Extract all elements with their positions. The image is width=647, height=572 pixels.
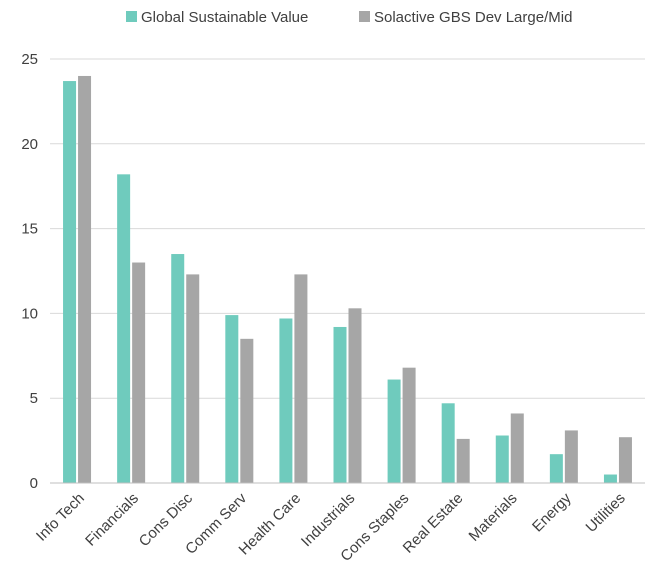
bar-solactive-gbs-1 — [132, 262, 146, 483]
legend-label: Global Sustainable Value — [141, 9, 308, 26]
bar-global-sustainable-value-3 — [225, 315, 239, 483]
bar-solactive-gbs-9 — [564, 430, 578, 483]
legend-label: Solactive GBS Dev Large/Mid — [374, 9, 572, 26]
bar-solactive-gbs-8 — [510, 413, 524, 483]
bar-global-sustainable-value-4 — [279, 318, 293, 483]
y-tick-label: 25 — [21, 51, 38, 68]
x-tick-label: Info Tech — [33, 490, 88, 545]
legend: Global Sustainable Value Solactive GBS De… — [126, 9, 572, 26]
legend-swatch — [359, 11, 370, 22]
bar-global-sustainable-value-10 — [603, 474, 617, 483]
x-tick-label: Utilities — [583, 490, 629, 536]
bar-global-sustainable-value-6 — [387, 379, 401, 483]
bar-global-sustainable-value-7 — [441, 403, 455, 483]
bar-solactive-gbs-2 — [186, 274, 200, 483]
bar-solactive-gbs-6 — [402, 367, 416, 483]
y-tick-label: 20 — [21, 136, 38, 153]
x-tick-label: Financials — [82, 490, 142, 550]
y-tick-label: 0 — [30, 475, 38, 492]
x-tick-label: Energy — [529, 489, 575, 535]
y-tick-label: 15 — [21, 221, 38, 238]
x-tick-label: Materials — [466, 490, 521, 545]
bar-solactive-gbs-5 — [348, 308, 362, 483]
legend-swatch — [126, 11, 137, 22]
gridlines — [50, 58, 645, 399]
bar-solactive-gbs-10 — [618, 437, 632, 483]
bar-global-sustainable-value-9 — [549, 454, 563, 483]
bar-global-sustainable-value-2 — [171, 254, 185, 483]
y-tick-label: 10 — [21, 305, 38, 322]
bar-global-sustainable-value-8 — [495, 435, 509, 483]
bar-solactive-gbs-3 — [240, 338, 254, 483]
bar-global-sustainable-value-5 — [333, 326, 347, 483]
bar-solactive-gbs-7 — [456, 438, 470, 483]
bar-global-sustainable-value-0 — [63, 81, 77, 483]
bars — [63, 75, 632, 484]
bar-solactive-gbs-4 — [294, 274, 308, 483]
y-axis: 0 5 10 15 20 25 — [21, 51, 38, 492]
y-tick-label: 5 — [30, 390, 38, 407]
bar-global-sustainable-value-1 — [117, 174, 131, 483]
bar-solactive-gbs-0 — [78, 75, 92, 484]
